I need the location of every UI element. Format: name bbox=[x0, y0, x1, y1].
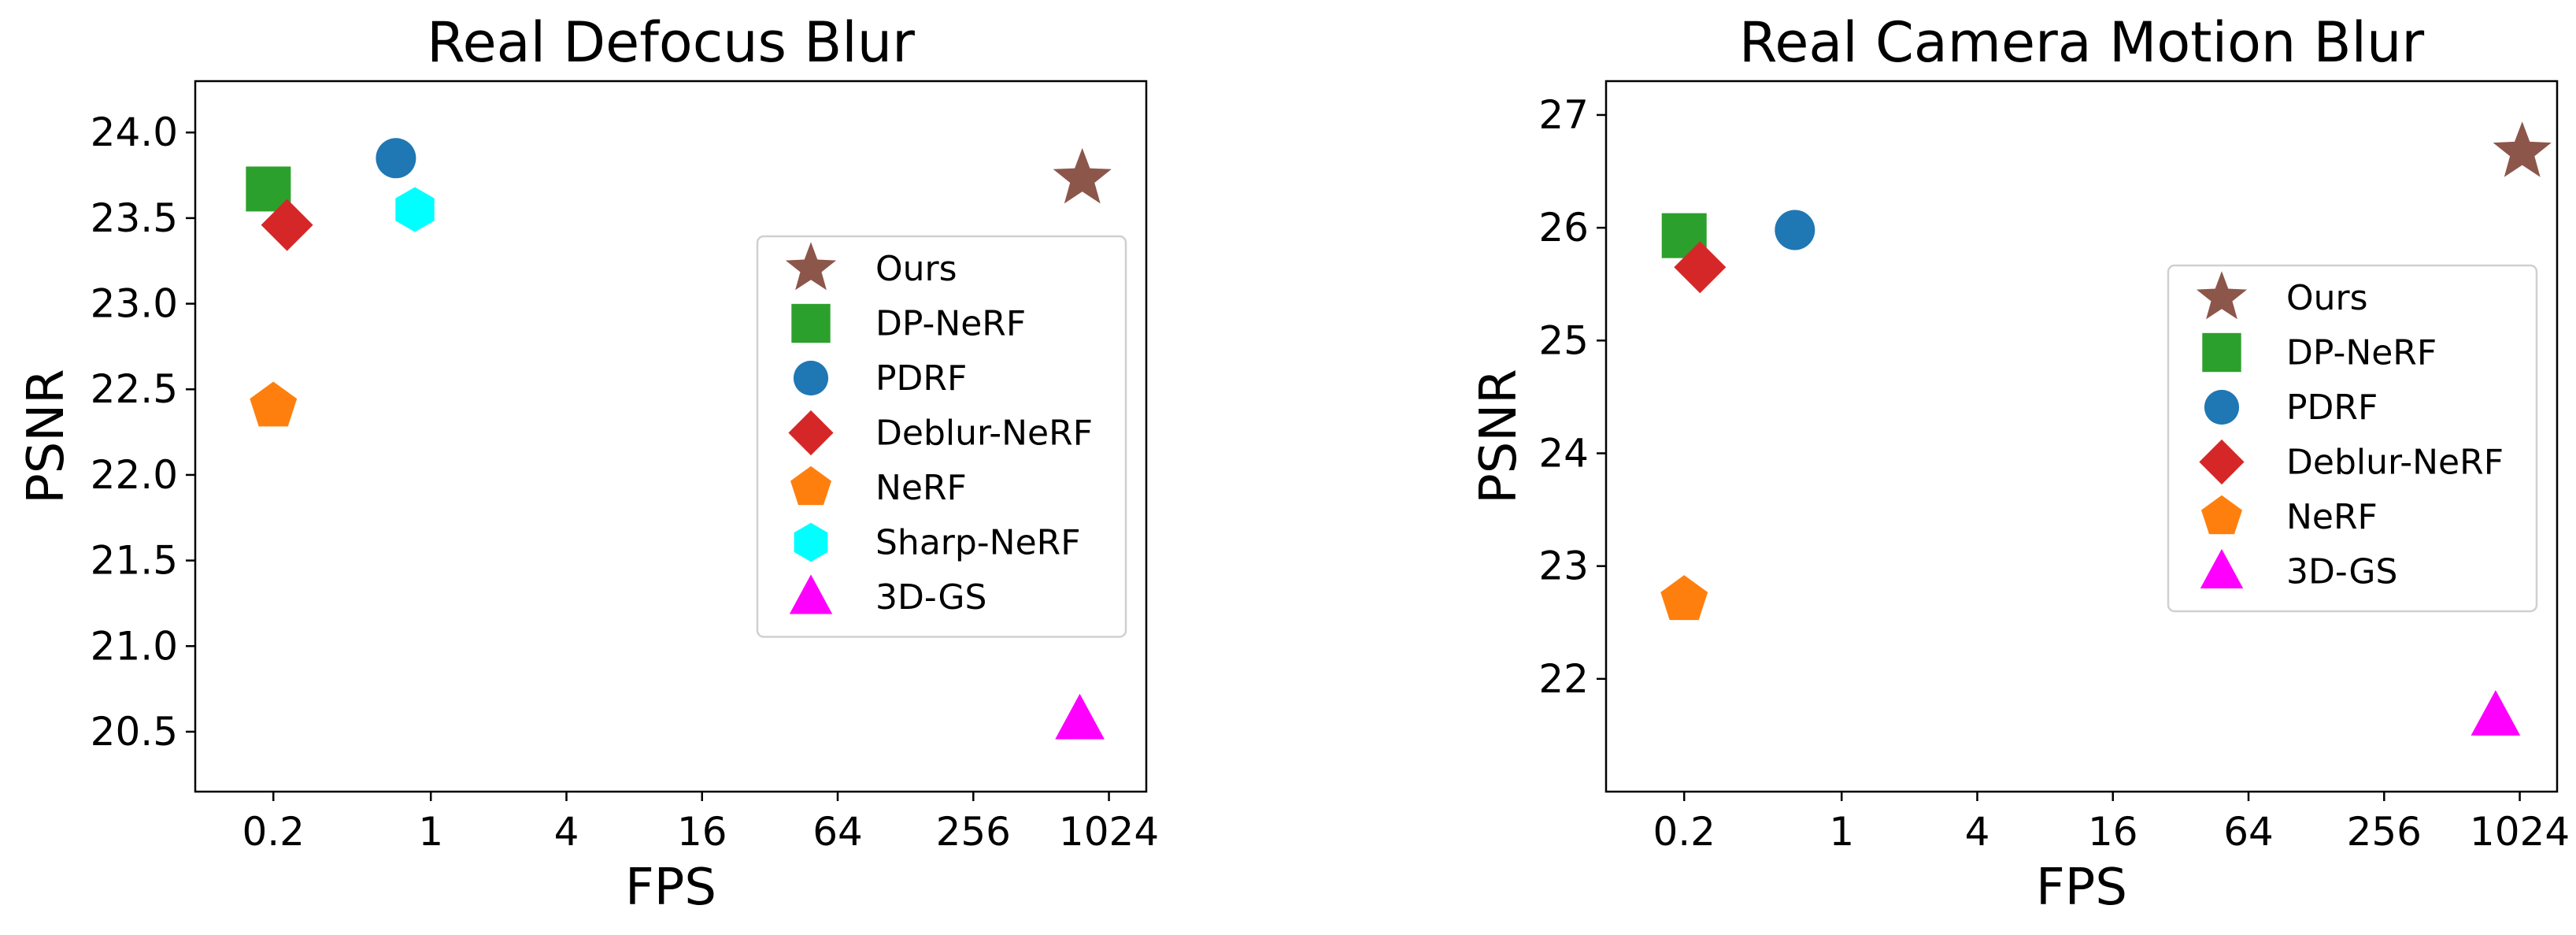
legend-marker-sharp-nerf bbox=[794, 522, 828, 562]
x-tick-label: 64 bbox=[812, 809, 863, 855]
x-axis-label: FPS bbox=[2036, 859, 2127, 917]
y-tick-label: 27 bbox=[1538, 92, 1589, 138]
legend-label-3d-gs: 3D-GS bbox=[2286, 552, 2397, 592]
data-point-deblur-nerf bbox=[1674, 241, 1727, 294]
y-tick-label: 24 bbox=[1538, 430, 1589, 476]
legend-marker-3d-gs bbox=[789, 574, 833, 614]
data-point-3d-gs bbox=[1055, 693, 1105, 740]
y-tick-label: 23.0 bbox=[91, 281, 178, 327]
legend-label-dp-nerf: DP-NeRF bbox=[2286, 333, 2437, 373]
chart-title: Real Defocus Blur bbox=[427, 10, 915, 75]
legend-marker-deblur-nerf bbox=[788, 410, 834, 456]
legend-label-deblur-nerf: Deblur-NeRF bbox=[875, 414, 1093, 454]
y-tick-label: 25 bbox=[1538, 317, 1589, 363]
data-point-nerf bbox=[250, 381, 298, 427]
legend-label-3d-gs: 3D-GS bbox=[875, 577, 986, 618]
data-point-pdrf bbox=[1775, 210, 1815, 250]
data-point-sharp-nerf bbox=[395, 187, 435, 232]
legend-marker-pdrf bbox=[793, 360, 829, 396]
legend-label-sharp-nerf: Sharp-NeRF bbox=[875, 523, 1081, 563]
y-tick-label: 26 bbox=[1538, 205, 1589, 250]
legend: Ours DP-NeRF PDRF Deblur-NeRF NeRF Sharp-NeRF… bbox=[756, 235, 1127, 638]
legend-label-dp-nerf: DP-NeRF bbox=[875, 304, 1026, 344]
x-tick-label: 64 bbox=[2223, 809, 2274, 855]
y-tick-label: 22.5 bbox=[91, 366, 178, 412]
y-tick-label: 24.0 bbox=[91, 109, 178, 155]
y-tick-label: 22.0 bbox=[91, 452, 178, 498]
y-tick-label: 20.5 bbox=[91, 709, 178, 755]
x-tick-label: 1 bbox=[418, 809, 443, 855]
x-tick-label: 0.2 bbox=[1653, 809, 1715, 855]
legend-marker-nerf bbox=[790, 466, 831, 506]
legend-marker-nerf bbox=[2201, 495, 2242, 535]
data-point-ours bbox=[1053, 147, 1112, 204]
chart-panel-2: Real Camera Motion Blur 0.2 1 4 16 64 256 1024 2… bbox=[1470, 10, 2570, 917]
chart-title: Real Camera Motion Blur bbox=[1739, 10, 2425, 75]
y-tick-label: 21.5 bbox=[91, 538, 178, 584]
y-axis-label: PSNR bbox=[1470, 369, 1528, 504]
x-tick-label: 16 bbox=[2088, 809, 2138, 855]
y-tick-label: 21.0 bbox=[91, 623, 178, 669]
legend-label-pdrf: PDRF bbox=[875, 358, 967, 399]
x-axis-label: FPS bbox=[625, 859, 716, 917]
x-tick-label: 1 bbox=[1829, 809, 1854, 855]
legend-marker-ours bbox=[2196, 271, 2248, 320]
y-tick-label: 23 bbox=[1538, 544, 1589, 589]
x-tick-label: 4 bbox=[554, 809, 579, 855]
legend-label-nerf: NeRF bbox=[2286, 497, 2378, 537]
x-tick-label: 1024 bbox=[2470, 809, 2570, 855]
x-tick-label: 1024 bbox=[1059, 809, 1159, 855]
legend-box bbox=[756, 235, 1127, 638]
legend: Ours DP-NeRF PDRF Deblur-NeRF NeRF 3D-GS bbox=[2167, 264, 2538, 613]
x-tick-label: 4 bbox=[1965, 809, 1990, 855]
x-tick-label: 0.2 bbox=[242, 809, 305, 855]
legend-box bbox=[2167, 264, 2538, 613]
data-point-nerf bbox=[1660, 575, 1708, 621]
y-axis-label: PSNR bbox=[17, 369, 76, 504]
plot-area-frame bbox=[194, 80, 1148, 793]
data-point-ours bbox=[2493, 121, 2552, 177]
legend-label-deblur-nerf: Deblur-NeRF bbox=[2286, 443, 2504, 483]
legend-marker-deblur-nerf bbox=[2199, 439, 2245, 485]
legend-label-nerf: NeRF bbox=[875, 468, 967, 508]
plot-area-frame bbox=[1604, 80, 2559, 793]
legend-marker-pdrf bbox=[2204, 389, 2240, 425]
legend-label-ours: Ours bbox=[875, 249, 957, 289]
legend-label-ours: Ours bbox=[2286, 278, 2368, 318]
legend-marker-ours bbox=[785, 242, 837, 291]
data-point-pdrf bbox=[376, 138, 416, 179]
data-point-deblur-nerf bbox=[261, 199, 313, 251]
y-tick-label: 22 bbox=[1538, 656, 1589, 702]
chart-panel-1: Real Defocus Blur 0.2 1 4 16 64 256 1024 20.5 21.… bbox=[17, 10, 1159, 917]
y-tick-label: 23.5 bbox=[91, 195, 178, 241]
legend-marker-3d-gs bbox=[2200, 548, 2244, 588]
legend-marker-dp-nerf bbox=[2202, 332, 2241, 373]
x-tick-label: 16 bbox=[677, 809, 727, 855]
x-tick-label: 256 bbox=[2347, 809, 2422, 855]
x-tick-label: 256 bbox=[936, 809, 1011, 855]
legend-marker-dp-nerf bbox=[791, 303, 831, 343]
data-point-3d-gs bbox=[2471, 690, 2521, 736]
legend-label-pdrf: PDRF bbox=[2286, 388, 2378, 428]
